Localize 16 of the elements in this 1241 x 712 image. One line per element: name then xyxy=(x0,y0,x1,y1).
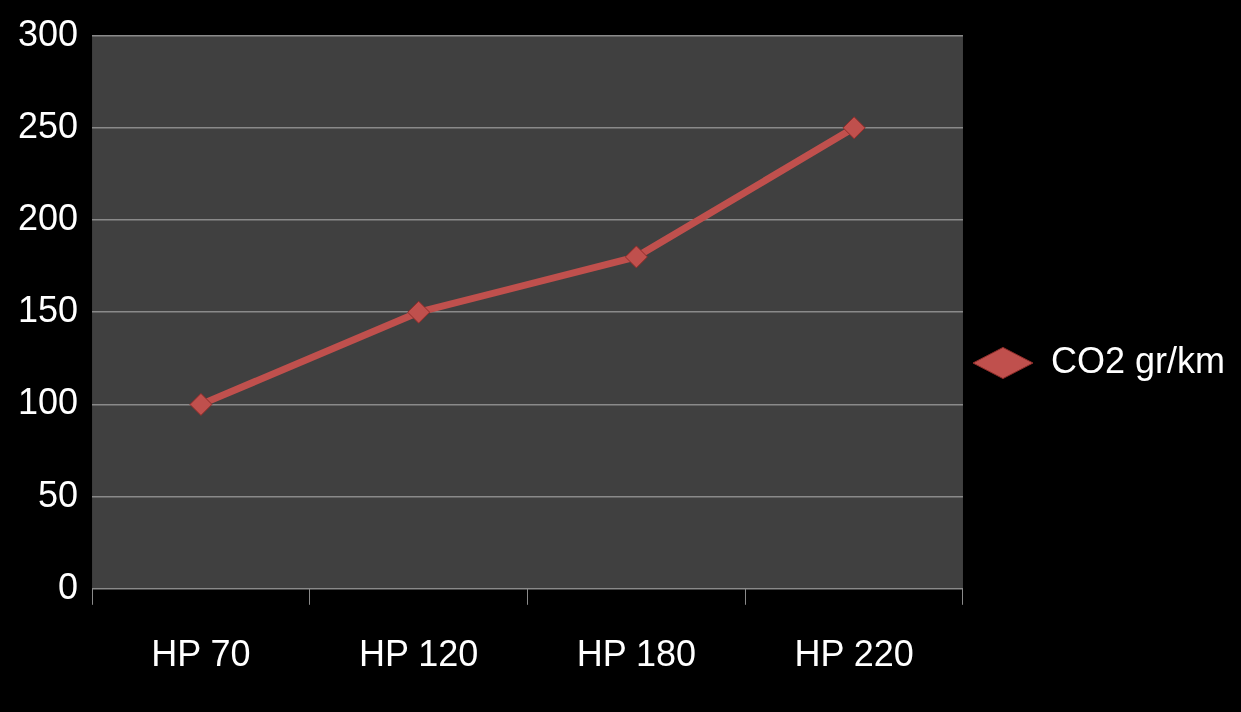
point xyxy=(624,245,648,269)
y-tick-label: 0 xyxy=(58,565,79,607)
y-tick-label: 50 xyxy=(38,473,79,515)
y-tick-label: 100 xyxy=(17,381,79,423)
x-tick-label: HP 70 xyxy=(151,633,251,675)
x-tick-label: HP 180 xyxy=(576,633,697,675)
y-tick-label: 200 xyxy=(17,196,79,238)
y-tick-label: 150 xyxy=(17,289,79,331)
x-tick-label: HP 120 xyxy=(358,633,479,675)
y-tick-label: 300 xyxy=(17,12,79,54)
x-tick-label: HP 220 xyxy=(794,633,914,675)
point xyxy=(842,116,866,140)
y-tick-label: 250 xyxy=(17,104,79,146)
legend-label: CO2 gr/km xyxy=(1050,339,1226,381)
point xyxy=(189,392,213,416)
point xyxy=(407,300,431,324)
